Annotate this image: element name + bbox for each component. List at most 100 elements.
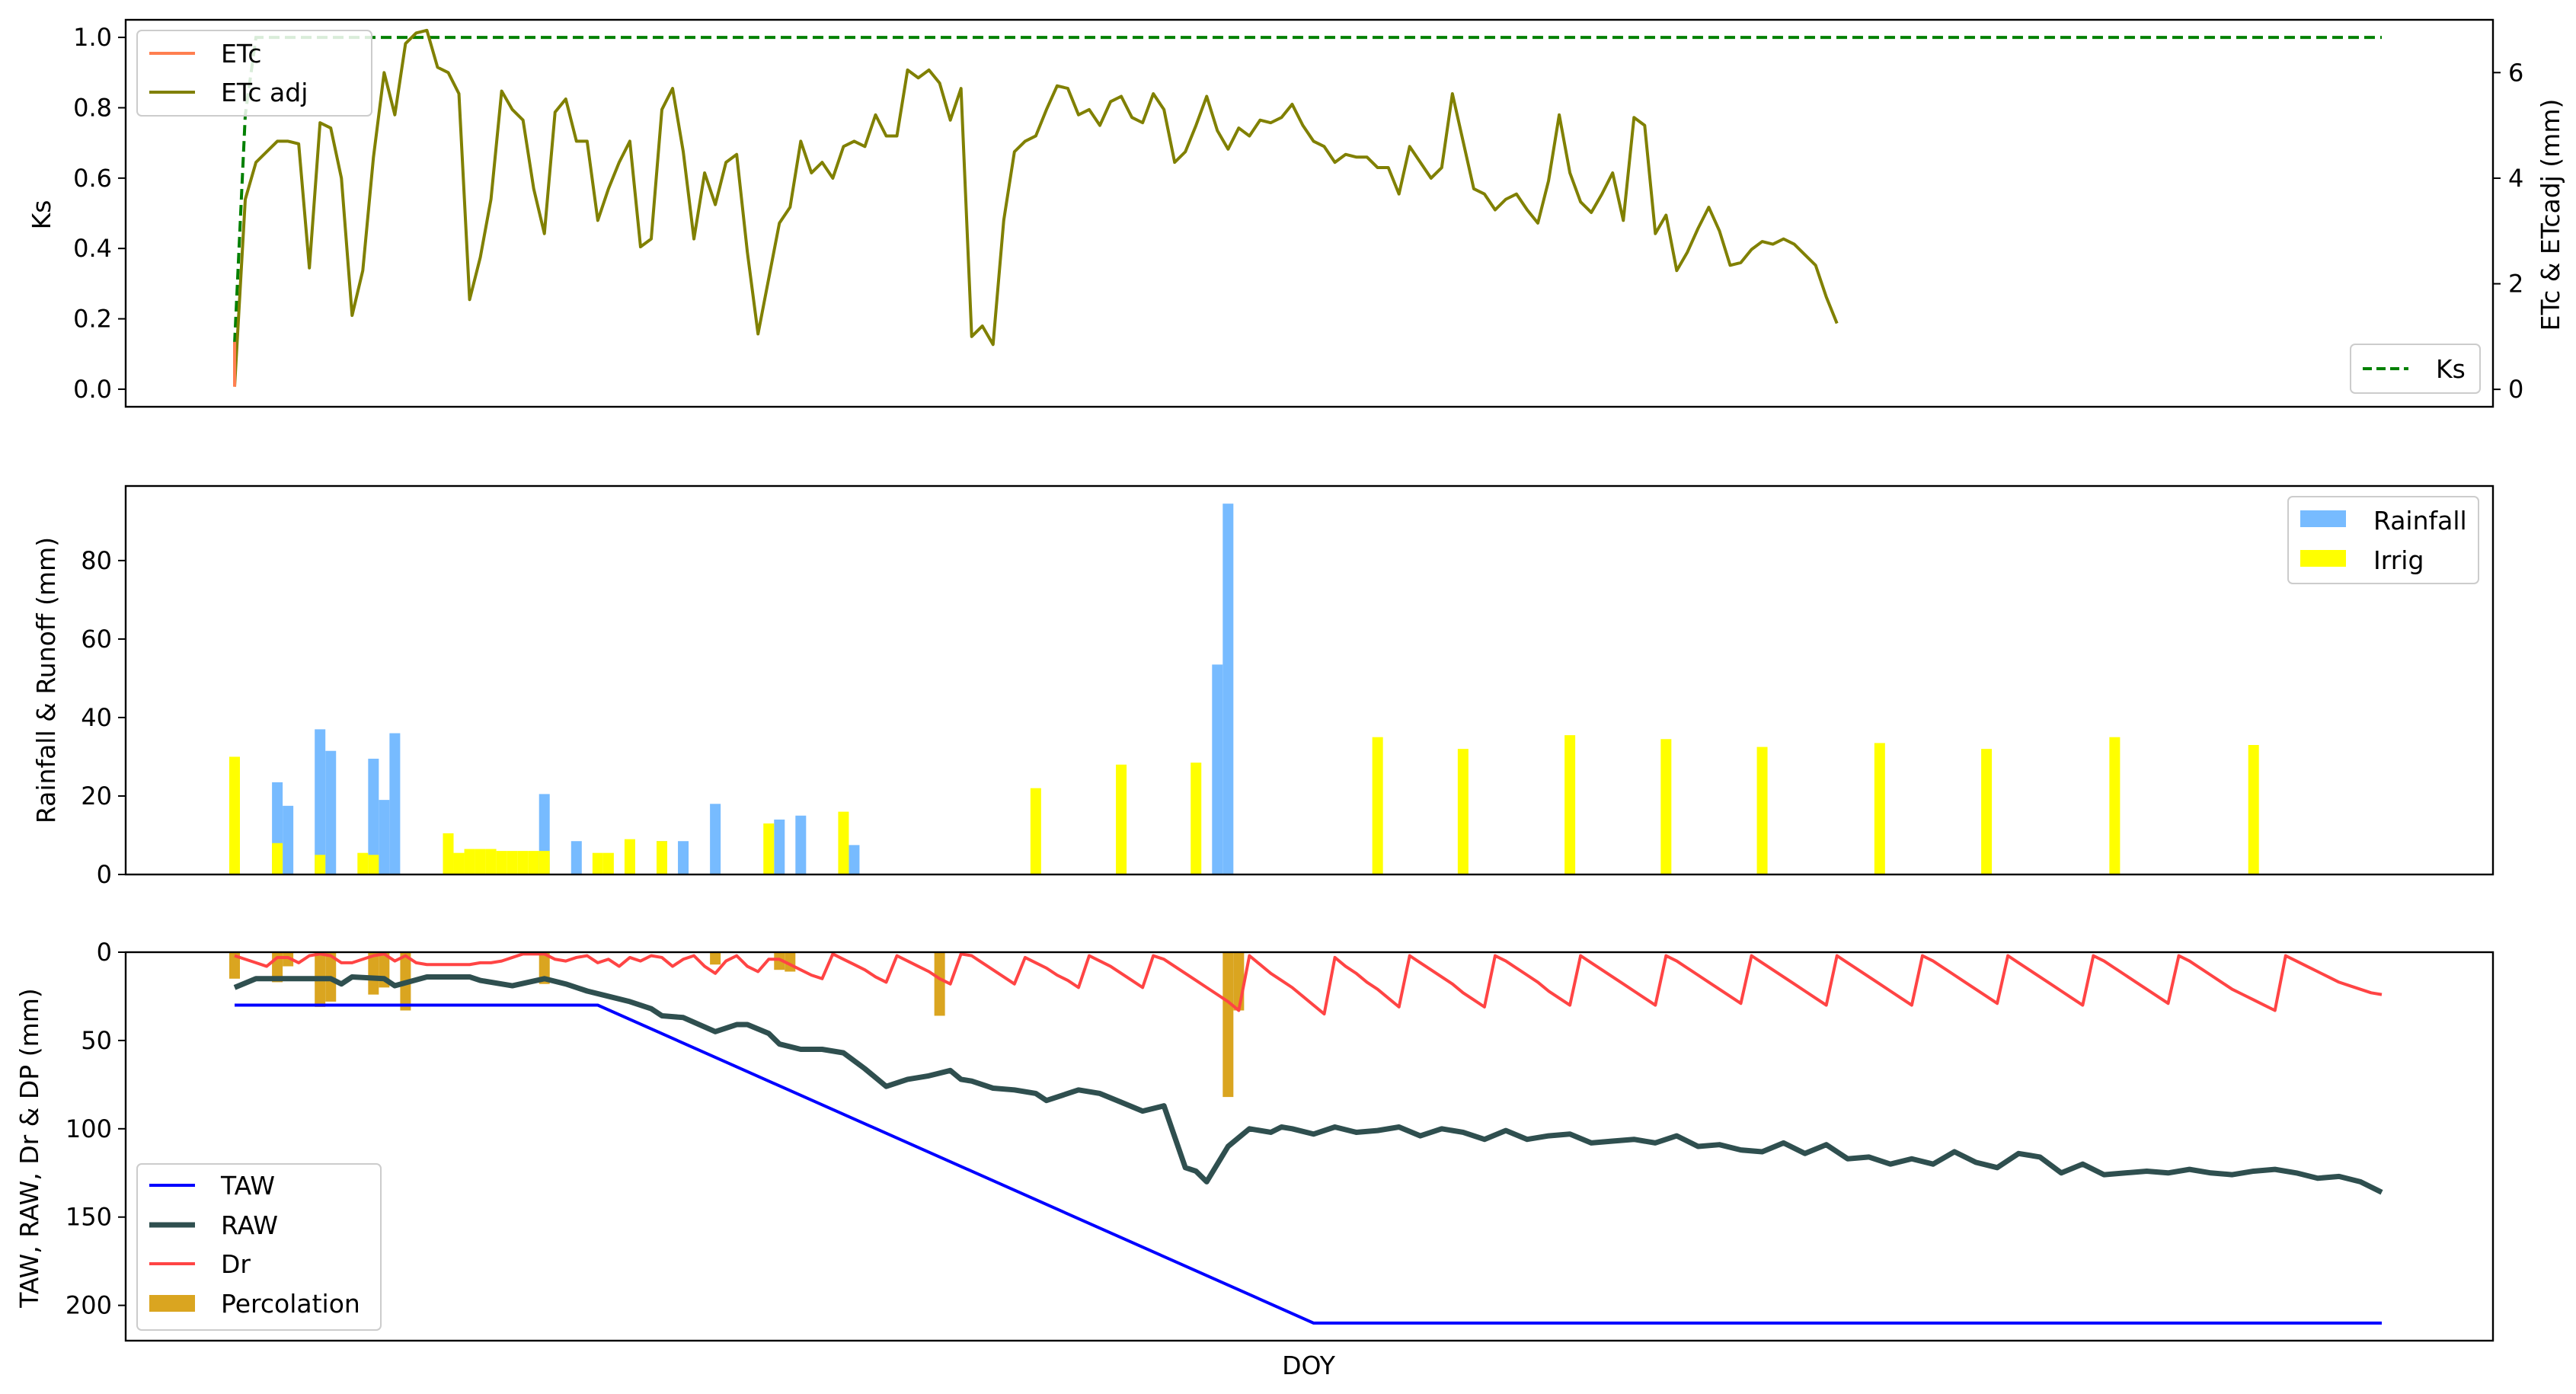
panel1-legend-left: ETc ETc adj (136, 30, 372, 117)
rainfall-bar (710, 804, 721, 874)
irrig-bars (229, 735, 2259, 874)
rainfall-bar (570, 841, 582, 874)
irrig-bar (1116, 764, 1127, 874)
irrig-bar (624, 839, 635, 874)
rainfall-bar (849, 845, 860, 874)
panel2-ytick-label: 20 (81, 782, 112, 811)
irrig-bar (496, 851, 507, 874)
rainfall-bar (325, 750, 337, 874)
panel1-ylabel-right: ETc & ETcadj (mm) (2536, 99, 2565, 331)
legend-raw-label: RAW (221, 1210, 278, 1240)
rainfall-bar (368, 759, 379, 874)
percolation-bar (774, 952, 785, 970)
panel1-ytick-label: 0.6 (73, 164, 112, 193)
panel3-ytick-label: 0 (97, 938, 112, 967)
legend-etc-label: ETc (221, 39, 262, 69)
panel1-ytick-right-label: 2 (2508, 270, 2523, 299)
panel3-ytick-label: 50 (81, 1026, 112, 1055)
irrig-bar (357, 852, 369, 874)
irrig-bar (763, 823, 775, 874)
rainfall-bar (379, 800, 390, 874)
panel2-ytick-label: 60 (81, 625, 112, 654)
dr-series (234, 952, 2383, 1016)
legend-irrig-swatch (2300, 550, 2346, 567)
irrig-bar (1981, 749, 1993, 874)
panel2-ylabel: Rainfall & Runoff (mm) (31, 537, 61, 823)
irrig-bar (229, 756, 240, 874)
panel2-ytick-label: 40 (81, 703, 112, 732)
taw-line (235, 1003, 2382, 1325)
irrig-bar (1457, 749, 1469, 874)
rainfall-bar (1222, 504, 1234, 874)
percolation-bar (1233, 952, 1245, 1011)
ks-line (233, 36, 2382, 344)
taw-series (235, 1003, 2382, 1325)
legend-rainfall-label: Rainfall (2373, 506, 2467, 536)
panel2-ytick-label: 0 (97, 860, 112, 889)
legend-ks-label: Ks (2436, 354, 2466, 384)
percolation-bar (710, 952, 721, 965)
irrig-bar (539, 851, 550, 874)
panel3-frame (124, 951, 2495, 1342)
percolation-bars (229, 952, 1245, 1098)
panel3-left-axis: 0 50 100 150 200 (66, 938, 126, 1320)
panel3-ytick-label: 200 (66, 1291, 112, 1320)
rainfall-bar (1212, 664, 1223, 874)
rainfall-bar (315, 729, 326, 874)
panel1-ytick-label: 1.0 (73, 23, 112, 52)
irrig-bar (464, 849, 475, 874)
etc-adj-line (233, 28, 1839, 387)
panel1-right-axis: 0 2 4 6 (2493, 58, 2523, 404)
panel1-legend-right: Ks (2350, 344, 2481, 394)
rainfall-bar (678, 841, 689, 874)
percolation-bar (1222, 952, 1234, 1098)
irrig-bar (453, 852, 465, 874)
legend-taw-label: TAW (220, 1171, 275, 1201)
rainfall-bar (283, 805, 294, 874)
etc-adj-series (233, 28, 1839, 387)
panel1-ytick-label: 0.2 (73, 305, 112, 334)
irrig-bar (592, 852, 603, 874)
rainfall-bar (795, 815, 807, 874)
panel1-ytick-label: 0.0 (73, 375, 112, 404)
irrig-bar (1874, 743, 1885, 874)
legend-percolation-label: Percolation (221, 1289, 360, 1319)
percolation-bar (539, 952, 550, 984)
irrig-bar (1372, 737, 1383, 874)
panel2-frame (124, 484, 2495, 876)
irrig-bar (1660, 739, 1672, 874)
irrig-bar (368, 855, 379, 874)
panel3-xlabel: DOY (1282, 1351, 1336, 1380)
panel1-ylabel: Ks (27, 200, 56, 230)
irrig-bar (602, 852, 614, 874)
irrig-bar (528, 851, 539, 874)
panel1-ytick-right-label: 0 (2508, 375, 2523, 404)
percolation-bar (229, 952, 240, 979)
irrig-bar (1756, 747, 1768, 874)
legend-irrig-label: Irrig (2373, 545, 2424, 575)
panel3-ytick-label: 100 (66, 1114, 112, 1143)
irrig-bar (1564, 735, 1576, 874)
irrig-bar (315, 855, 326, 874)
ks-series (233, 36, 2382, 344)
panel2-ytick-label: 80 (81, 546, 112, 575)
legend-rainfall-swatch (2300, 510, 2346, 527)
irrig-bar (1191, 763, 1202, 874)
irrig-bar (475, 849, 486, 874)
irrig-bar (2109, 737, 2121, 874)
panel2-left-axis: 0 20 40 60 80 (81, 546, 126, 889)
panel1-ytick-label: 0.8 (73, 93, 112, 122)
panel3-legend: TAW RAW Dr Percolation (136, 1163, 382, 1331)
irrig-bar (485, 849, 497, 874)
panel3-ytick-label: 150 (66, 1203, 112, 1232)
rainfall-bars (272, 504, 1234, 874)
percolation-bar (283, 952, 294, 967)
panel1-frame (124, 18, 2495, 408)
irrig-bar (1030, 788, 1041, 874)
irrig-bar (272, 842, 283, 874)
raw-line (233, 974, 2383, 1195)
panel-ks-etc: 0.0 0.2 0.4 0.6 0.8 1.0 0 2 4 6 Ks ETc & ETcadj … (27, 18, 2565, 408)
panel1-ytick-right-label: 6 (2508, 58, 2523, 87)
